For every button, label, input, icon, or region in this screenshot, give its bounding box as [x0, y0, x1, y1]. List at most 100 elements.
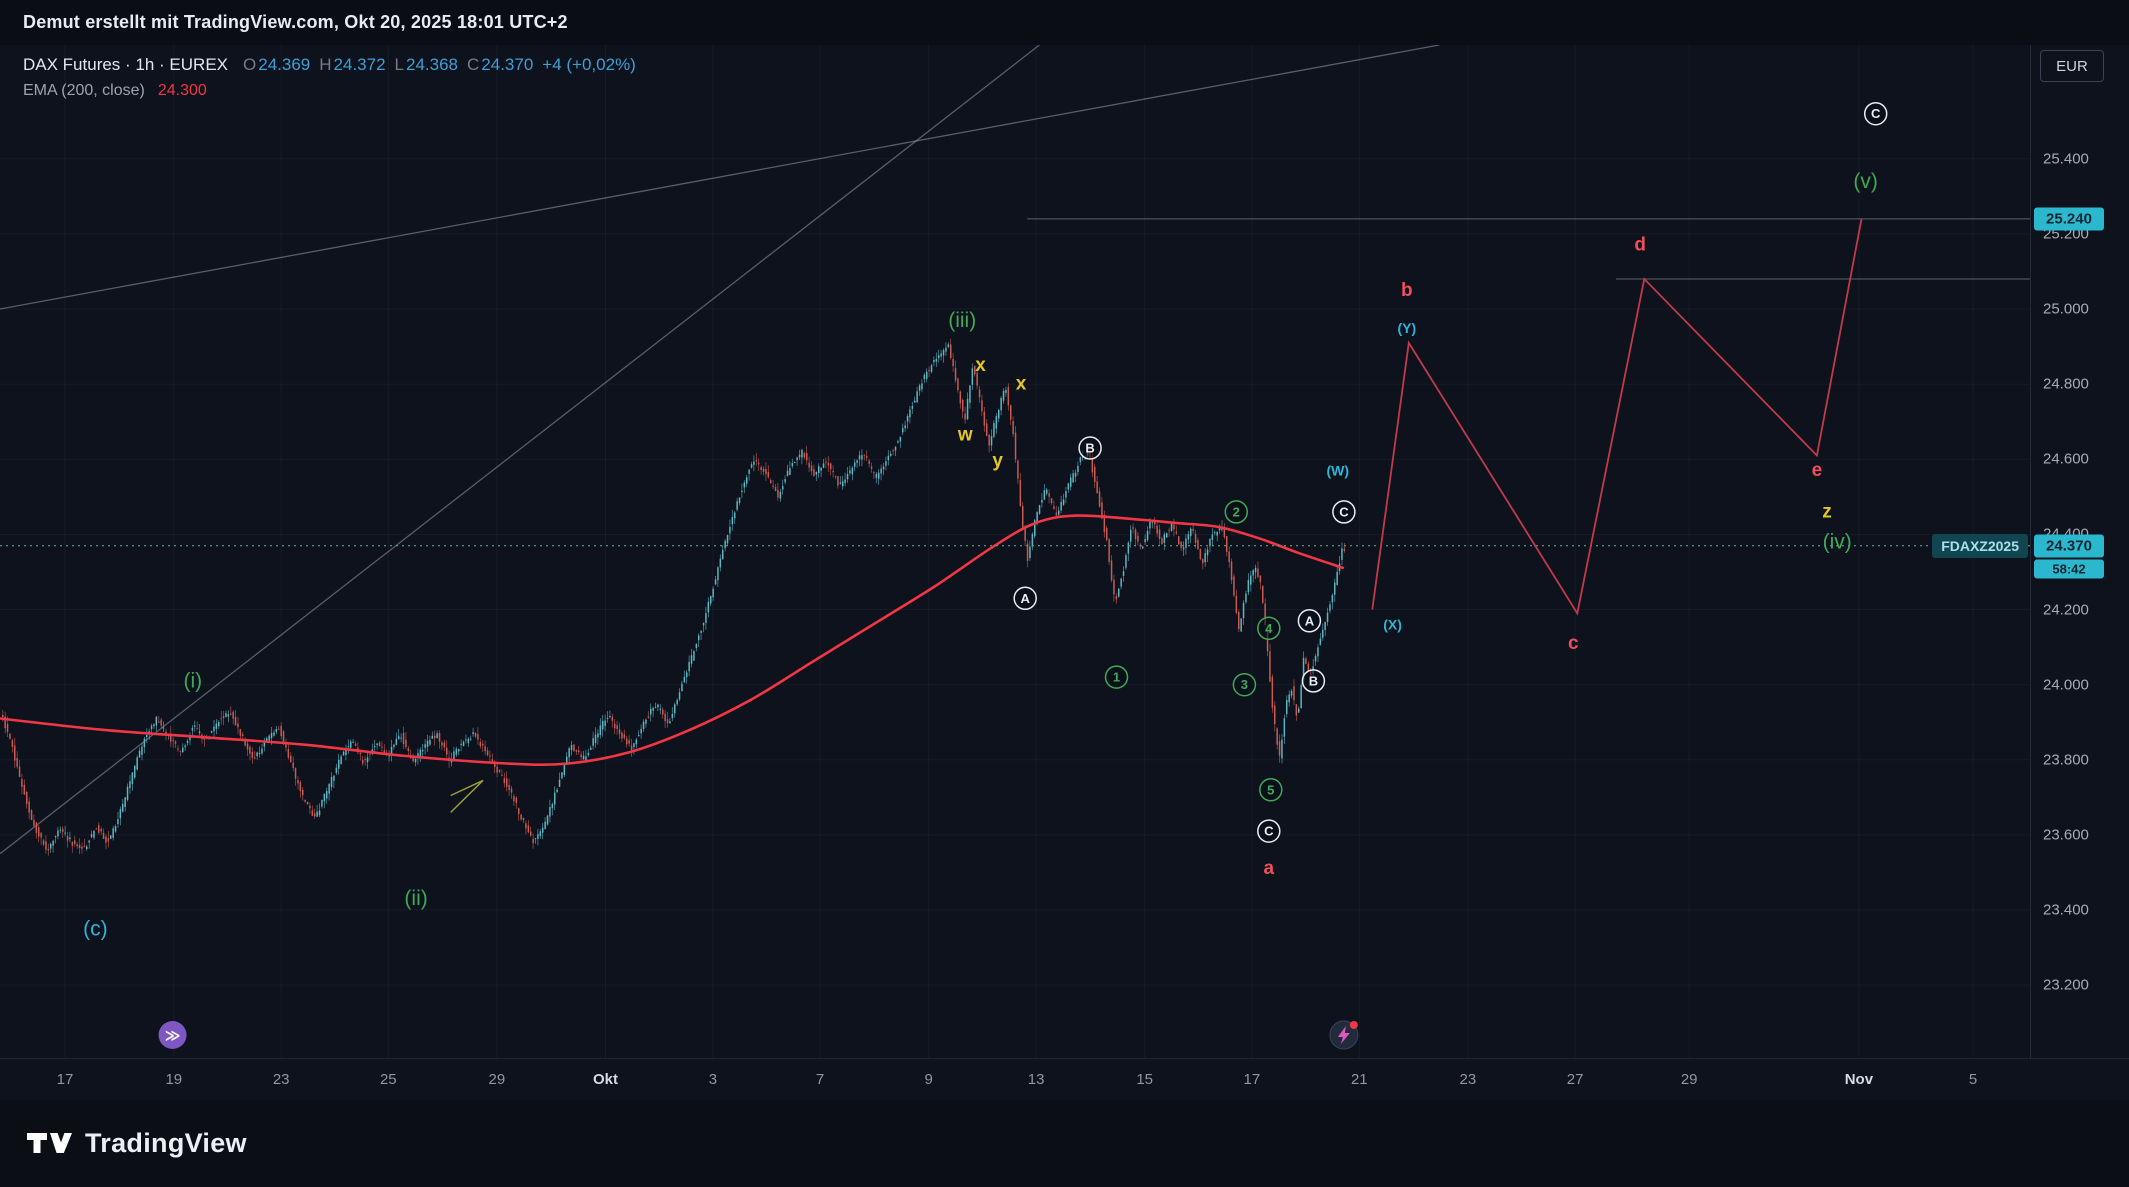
- ohlc-low: L 24.368: [394, 55, 458, 74]
- svg-text:B: B: [1309, 673, 1318, 688]
- symbol-legend: DAX Futures · 1h · EUREX O 24.369 H 24.372…: [23, 54, 636, 102]
- time-tick-label: 25: [379, 1071, 397, 1088]
- wave-label[interactable]: (X): [1383, 617, 1402, 633]
- indicator-value: 24.300: [157, 82, 207, 99]
- brand-text: TradingView: [85, 1127, 247, 1158]
- price-tick-label: 23.600: [2043, 826, 2089, 844]
- wave-label[interactable]: (c): [83, 917, 108, 940]
- last-price-badge: 24.370: [2034, 534, 2104, 558]
- time-tick-label: 23: [1459, 1071, 1477, 1088]
- event-marker[interactable]: [1329, 1020, 1359, 1050]
- svg-text:A: A: [1305, 613, 1315, 628]
- wave-label[interactable]: z: [1822, 501, 1832, 522]
- wave-label[interactable]: (v): [1853, 170, 1878, 193]
- wave-label[interactable]: x: [1016, 374, 1027, 395]
- price-tick-label: 24.800: [2043, 375, 2089, 393]
- svg-text:5: 5: [1267, 782, 1274, 797]
- trendline[interactable]: [0, 45, 1440, 310]
- wave-label[interactable]: (Y): [1397, 320, 1416, 336]
- ema-line[interactable]: [0, 514, 1345, 766]
- drawing-segment[interactable]: [450, 779, 484, 797]
- wave-label[interactable]: (iii): [948, 309, 976, 332]
- symbol-title[interactable]: DAX Futures · 1h · EUREX: [23, 55, 229, 74]
- price-tick-label: 23.200: [2043, 976, 2089, 994]
- wave-label[interactable]: (ii): [404, 887, 427, 910]
- price-tick-label: 23.800: [2043, 751, 2089, 769]
- time-tick-label: 5: [1968, 1071, 1978, 1088]
- price-scale[interactable]: EUR 25.240 24.370 58:42 25.400 25.200 25.0…: [2030, 45, 2129, 1058]
- wave-label[interactable]: d: [1634, 235, 1646, 256]
- wave-label[interactable]: c: [1568, 633, 1579, 654]
- wave-label[interactable]: (i): [183, 669, 202, 692]
- price-tick-label: 24.200: [2043, 601, 2089, 618]
- time-tick-label: Nov: [1844, 1071, 1874, 1088]
- titlebar-text: Demut erstellt mit TradingView.com, Okt …: [23, 12, 568, 32]
- wave-label-circled[interactable]: 1: [1104, 665, 1129, 689]
- notification-dot: [1349, 1021, 1358, 1029]
- svg-text:1: 1: [1113, 670, 1120, 685]
- svg-text:C: C: [1871, 106, 1881, 121]
- candle-countdown-badge: 58:42: [2034, 559, 2104, 579]
- price-tick-label: 24.600: [2043, 450, 2089, 468]
- titlebar: Demut erstellt mit TradingView.com, Okt …: [0, 0, 2129, 45]
- wave-label-circled[interactable]: C: [1332, 500, 1356, 524]
- time-tick-label: 23: [272, 1071, 290, 1088]
- wave-label[interactable]: (W): [1327, 463, 1350, 479]
- indicator-label[interactable]: EMA (200, close): [23, 82, 145, 99]
- svg-text:C: C: [1339, 504, 1349, 519]
- wave-label-circled[interactable]: 2: [1224, 500, 1249, 524]
- time-tick-label: 13: [1027, 1071, 1045, 1088]
- trendline[interactable]: [0, 45, 1040, 855]
- contract-label: FDAXZ2025: [1932, 533, 2028, 558]
- svg-text:4: 4: [1265, 621, 1273, 636]
- wave-label-circled[interactable]: C: [1863, 101, 1888, 126]
- tradingview-logo[interactable]: TradingView: [26, 1126, 247, 1160]
- wave-label-circled[interactable]: C: [1257, 819, 1281, 843]
- time-tick-label: 17: [56, 1071, 74, 1088]
- chart-plot[interactable]: (c) (i) (ii) (iii) w x y x A B 1 2 3 4 5 Ca A B C (W) (X) (Y)…: [0, 45, 2030, 1058]
- time-tick-label: 9: [924, 1071, 933, 1088]
- svg-text:C: C: [1264, 824, 1274, 839]
- ohlc-row: DAX Futures · 1h · EUREX O 24.369 H 24.372…: [23, 54, 636, 76]
- time-tick-label: 7: [815, 1071, 825, 1088]
- grid: [0, 45, 2030, 1058]
- candles-down: [2, 338, 1346, 856]
- wave-label-circled[interactable]: A: [1013, 586, 1037, 611]
- wave-label[interactable]: x: [975, 355, 986, 376]
- ohlc-close: C 24.370: [467, 55, 534, 74]
- wave-label[interactable]: a: [1264, 858, 1275, 879]
- wave-label-circled[interactable]: 3: [1232, 672, 1257, 697]
- change-value: +4 (+0,02%): [542, 55, 636, 74]
- price-tick-label: 23.400: [2043, 901, 2089, 919]
- time-tick-label: 29: [488, 1071, 506, 1088]
- svg-text:A: A: [1021, 591, 1031, 606]
- time-tick-label: Okt: [592, 1071, 619, 1088]
- wave-label[interactable]: b: [1401, 280, 1413, 301]
- wave-label[interactable]: e: [1812, 460, 1823, 481]
- wave-label-circled[interactable]: B: [1301, 669, 1326, 693]
- time-scale[interactable]: 17 19 23 25 29 Okt 3 7 9 13 15 17 21 23 27 29 Nov 5: [0, 1058, 2129, 1101]
- time-tick-label: 17: [1243, 1071, 1261, 1088]
- drawing-segment[interactable]: [450, 779, 484, 813]
- time-tick-label: 3: [708, 1071, 718, 1088]
- currency-button[interactable]: EUR: [2040, 50, 2104, 82]
- tradingview-logo-icon: [27, 1133, 72, 1153]
- wave-label-circled[interactable]: 5: [1259, 778, 1283, 802]
- candles-up: [50, 342, 1343, 853]
- wave-label[interactable]: w: [957, 424, 973, 445]
- price-tick-label: 25.400: [2043, 150, 2089, 168]
- wave-label[interactable]: (iv): [1823, 530, 1852, 553]
- svg-text:3: 3: [1241, 677, 1248, 692]
- wave-label-circled[interactable]: B: [1078, 436, 1102, 460]
- wave-label-circled[interactable]: 4: [1257, 616, 1281, 641]
- ohlc-high: H 24.372: [319, 55, 386, 74]
- footer: TradingView: [0, 1100, 2129, 1187]
- forecast-path[interactable]: [1371, 218, 1863, 616]
- wave-label-circled[interactable]: A: [1297, 609, 1322, 633]
- price-tick-label: 24.000: [2043, 676, 2089, 694]
- replay-marker[interactable]: [158, 1021, 187, 1049]
- target-price-badge: 25.240: [2034, 207, 2104, 231]
- time-tick-label: 19: [165, 1071, 183, 1088]
- wave-label[interactable]: y: [992, 451, 1003, 472]
